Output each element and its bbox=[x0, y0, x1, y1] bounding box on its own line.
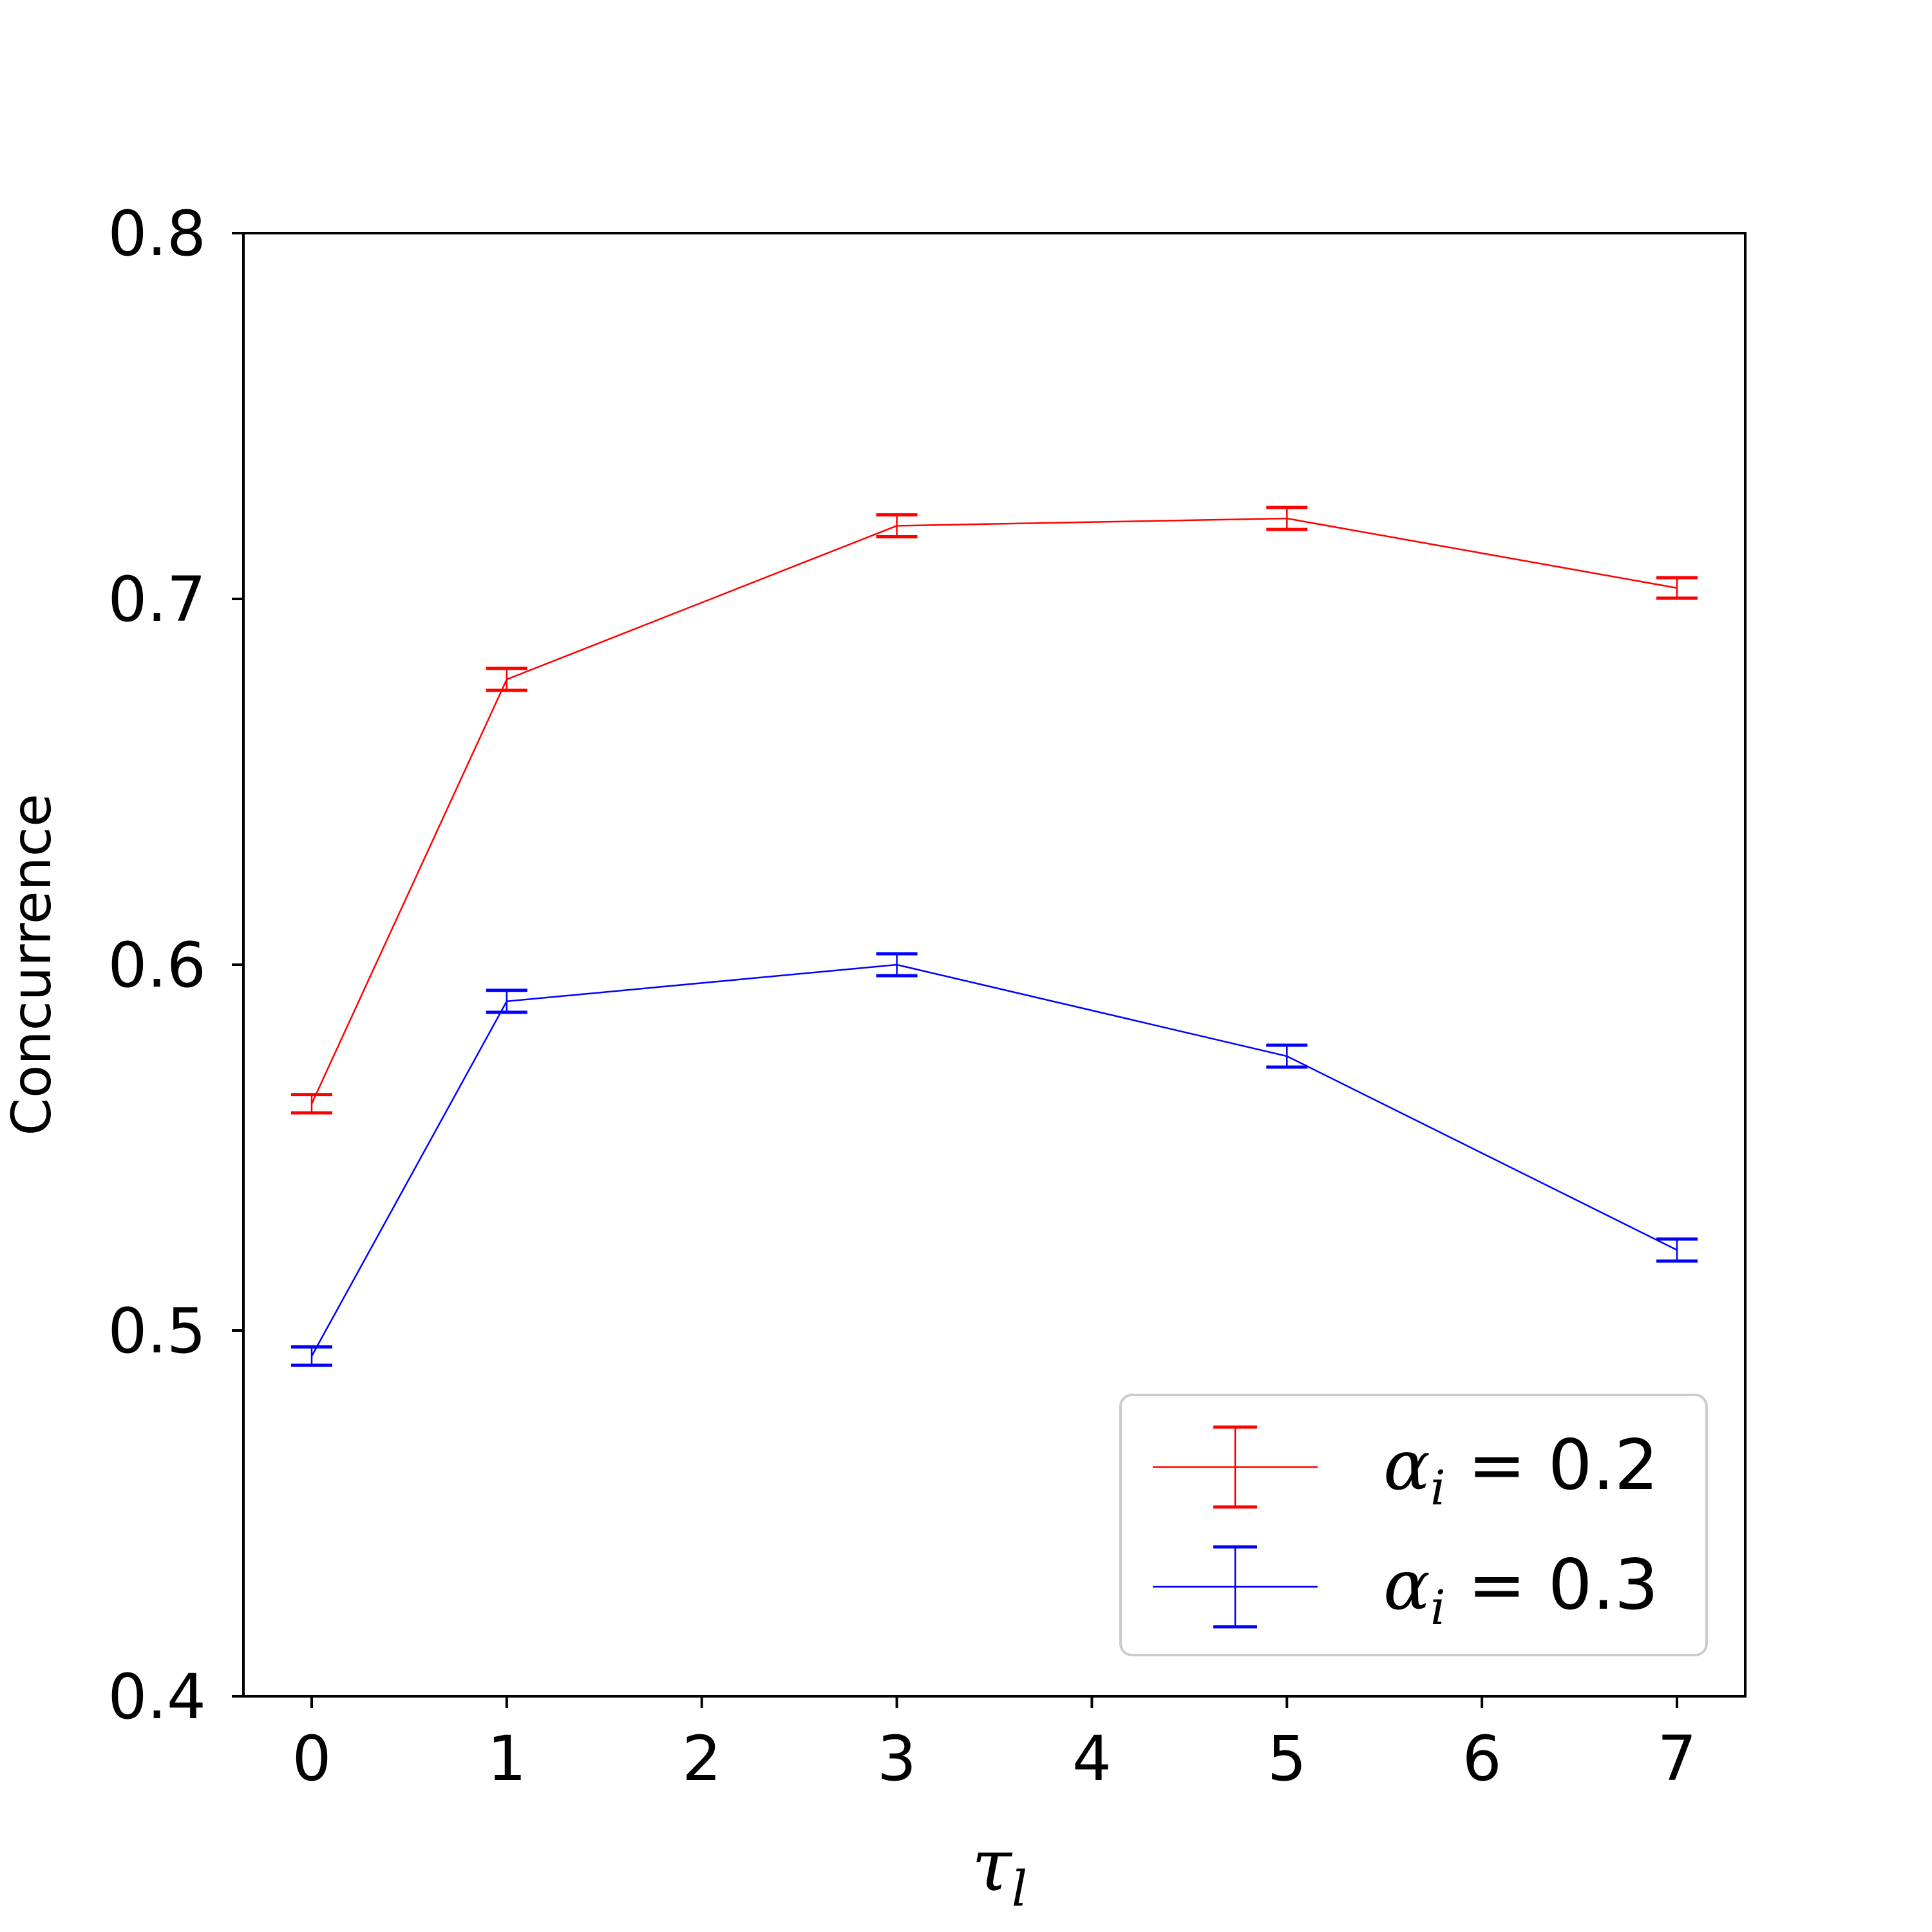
series-0-errorbar-1 bbox=[486, 667, 527, 692]
y-tick-label-3: 0.7 bbox=[108, 564, 206, 636]
y-axis: 0.4 0.5 0.6 0.7 0.8 bbox=[108, 198, 243, 1733]
legend-label-1: αi = 0.3 bbox=[1383, 1545, 1659, 1636]
series-1-errorbar-3 bbox=[1266, 1043, 1308, 1069]
y-tick-label-4: 0.8 bbox=[108, 198, 206, 270]
y-tick-label-2: 0.6 bbox=[108, 929, 206, 1001]
x-tick-label-2: 2 bbox=[682, 1723, 721, 1795]
x-axis-label: τl bbox=[972, 1824, 1027, 1917]
x-tick-label-6: 6 bbox=[1463, 1723, 1502, 1795]
y-axis-label: Concurrence bbox=[0, 793, 63, 1135]
series-1-errorbar-0 bbox=[291, 1345, 332, 1367]
legend-entry-0: αi = 0.2 bbox=[1153, 1425, 1659, 1516]
legend-label-symbol: α bbox=[1383, 1545, 1430, 1625]
series-0-errorbar-3 bbox=[1266, 506, 1308, 531]
series-0 bbox=[291, 506, 1698, 1115]
legend-label-subscript: i bbox=[1430, 1461, 1446, 1516]
x-tick-label-7: 7 bbox=[1657, 1723, 1696, 1795]
series-1-errorbar-4 bbox=[1656, 1237, 1698, 1263]
plot-area bbox=[291, 506, 1698, 1367]
legend-entry-1: αi = 0.3 bbox=[1153, 1545, 1659, 1636]
x-tick-label-1: 1 bbox=[487, 1723, 526, 1795]
x-axis: 0 1 2 3 4 5 6 7 bbox=[292, 1696, 1697, 1795]
legend-label-symbol: α bbox=[1383, 1425, 1430, 1506]
legend-label-subscript: i bbox=[1430, 1580, 1446, 1636]
series-1-errorbar-1 bbox=[486, 989, 527, 1014]
legend-box bbox=[1119, 1394, 1708, 1656]
x-tick-label-0: 0 bbox=[292, 1723, 331, 1795]
x-tick-label-3: 3 bbox=[877, 1723, 916, 1795]
x-tick-label-5: 5 bbox=[1267, 1723, 1307, 1795]
series-0-errorbar-4 bbox=[1656, 576, 1698, 600]
y-tick-label-1: 0.5 bbox=[108, 1295, 206, 1367]
legend-label-value: = 0.2 bbox=[1446, 1425, 1659, 1506]
series-1-errorbar-2 bbox=[876, 952, 918, 978]
series-1 bbox=[291, 952, 1698, 1367]
series-0-errorbar-2 bbox=[876, 513, 918, 538]
x-tick-label-4: 4 bbox=[1072, 1723, 1112, 1795]
x-axis-label-subscript: l bbox=[1012, 1860, 1027, 1917]
legend: αi = 0.2αi = 0.3 bbox=[1119, 1394, 1708, 1656]
legend-label-0: αi = 0.2 bbox=[1383, 1425, 1659, 1516]
series-0-errorbar-0 bbox=[291, 1093, 332, 1115]
x-axis-label-symbol: τ bbox=[972, 1824, 1013, 1908]
legend-label-value: = 0.3 bbox=[1446, 1545, 1659, 1625]
y-tick-label-0: 0.4 bbox=[108, 1661, 206, 1733]
